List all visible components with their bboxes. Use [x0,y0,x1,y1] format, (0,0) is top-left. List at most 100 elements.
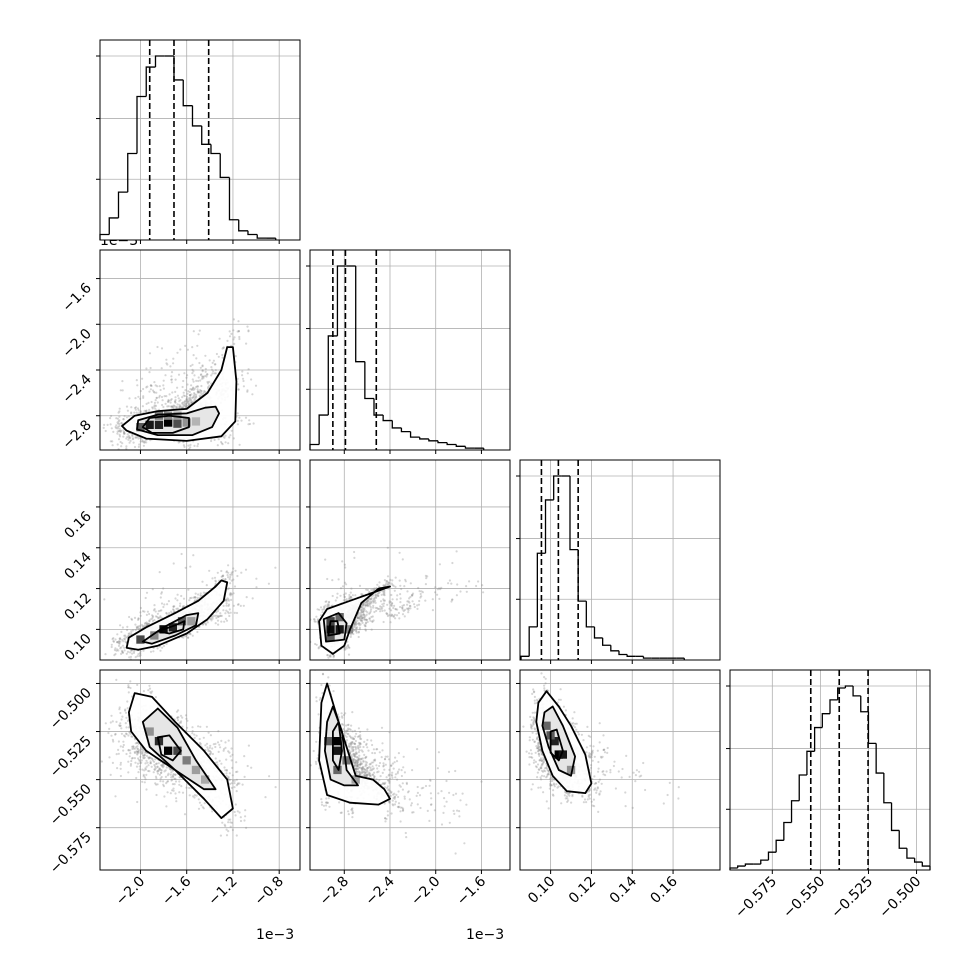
scatter-point [217,615,220,618]
scatter-point [182,394,185,397]
scatter-point [366,600,369,603]
scatter-point [360,609,363,612]
scatter-point [158,396,161,399]
scatter-point [366,611,369,614]
scatter-point [170,779,173,782]
scatter-point [149,618,152,621]
scatter-point [177,709,180,712]
scatter-point [161,403,164,407]
scatter-point [362,613,365,616]
scatter-point [139,606,142,610]
scatter-point [159,609,162,612]
scatter-point [385,580,388,583]
scatter-point [206,380,209,384]
scatter-point [205,742,209,745]
hist-bin-17 [464,446,475,449]
scatter-point [200,393,203,397]
scatter-point [366,605,370,608]
scatter-point [406,600,409,603]
density-cell-3 [177,617,187,626]
scatter-point [348,595,351,599]
scatter-point [213,438,216,441]
scatter-point [416,604,419,607]
scatter-point [186,383,189,386]
scatter-point [355,627,358,630]
scatter-point [141,754,145,757]
scatter-point [137,617,140,620]
scatter-point [219,614,222,618]
scatter-point [137,628,141,631]
scatter-point [247,423,250,426]
scatter-point [104,429,107,433]
scatter-point [339,587,343,590]
scatter-point [217,730,220,733]
scatter-point [122,432,126,435]
panel-content [100,678,277,837]
scatter-point [235,770,238,774]
scatter-point [451,598,454,601]
scatter-point [143,776,146,779]
scatter-point [222,346,225,349]
panel-background [520,460,720,660]
hist-bin-2 [744,863,754,867]
scatter-point [322,605,326,608]
hist-bin-6 [154,55,165,68]
scatter-point [225,602,228,605]
scatter-point [401,606,404,609]
scatter-point [382,598,385,601]
scatter-point [139,611,142,614]
scatter-point [136,741,139,745]
scatter-point [362,603,365,606]
scatter-point [370,628,373,631]
scatter-point [117,422,120,425]
scatter-point [417,586,420,590]
contour-level-1 [136,405,220,436]
scatter-point [161,764,164,767]
scatter-point [267,582,270,585]
scatter-point [119,389,122,392]
scatter-point [214,622,217,625]
scatter-point [439,588,442,591]
scatter-point [191,372,194,375]
scatter-point [239,604,242,608]
scatter-point [184,406,188,409]
scatter-point [347,646,350,649]
scatter-point [127,438,130,441]
scatter-point [180,552,183,556]
scatter-point [135,625,138,628]
scatter-point [187,444,190,447]
scatter-point [147,622,150,625]
hist-panel-0 [96,39,301,244]
hist-bin-8 [585,601,595,628]
scatter-point [363,616,366,619]
scatter-point [420,595,423,598]
scatter-point [117,740,120,743]
scatter-point [123,649,126,652]
contour-level-1 [141,612,200,645]
hist-bin-0 [520,655,530,660]
scatter-point [192,370,195,373]
scatter-point [218,614,221,618]
scatter-point [227,587,230,590]
scatter-point [208,749,211,753]
scatter-point [366,604,369,607]
scatter-point [116,427,119,430]
scatter-point [100,760,103,763]
scatter-point [137,395,140,398]
scatter-point [198,394,201,397]
scatter-point [315,643,318,646]
scatter-point [196,390,200,393]
scatter-point [142,757,145,760]
scatter-point [165,611,168,615]
scatter-point [362,610,365,613]
scatter-point [328,655,332,658]
scatter-point [124,735,127,738]
scatter-point [184,389,187,392]
scatter-point [198,391,201,394]
scatter-point [236,574,239,578]
scatter-point [364,625,367,628]
scatter-point [167,400,170,403]
scatter-point [251,393,254,396]
scatter-point [213,363,216,366]
scatter-point [165,362,168,365]
